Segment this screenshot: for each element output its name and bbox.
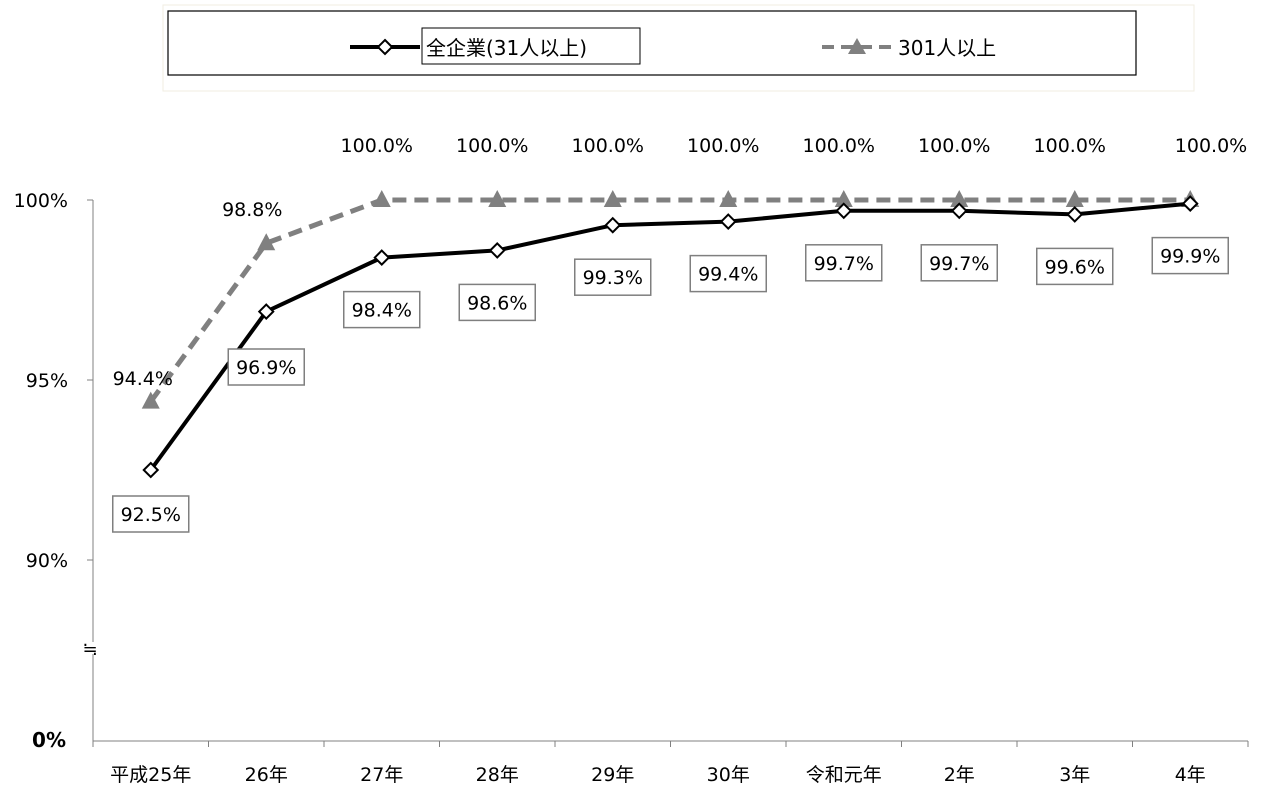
y-tick-label: 100% xyxy=(14,190,68,212)
series-line-301 xyxy=(148,197,1191,404)
point-301 xyxy=(257,233,276,251)
data-label-all-companies: 99.7% xyxy=(814,253,874,275)
data-label-box-all-companies xyxy=(805,244,883,282)
data-label-301: 100.0% xyxy=(1175,135,1247,157)
legend-marker-series-1 xyxy=(376,38,394,56)
x-tick-label: 2年 xyxy=(944,764,975,785)
data-label-box-all-companies xyxy=(574,258,652,296)
data-label-301: 100.0% xyxy=(918,135,990,157)
axis-break-mark: ≒ xyxy=(82,639,97,660)
point-all-companies xyxy=(373,249,391,267)
x-tick-label: 平成25年 xyxy=(110,764,191,785)
legend-marker-series-2 xyxy=(848,38,866,54)
data-label-box-all-companies xyxy=(343,290,421,329)
point-all-companies xyxy=(835,202,853,220)
data-label-box-all-companies xyxy=(227,348,305,386)
axes: 100% 95% 90% ≒ 0% 平成25年 26年 27年 28年 29年 30年 令和元年 2年 3… xyxy=(14,190,1249,786)
point-301 xyxy=(1065,190,1084,207)
data-label-all-companies: 99.3% xyxy=(583,267,643,289)
data-label-box-all-companies xyxy=(112,495,190,533)
data-label-box-all-companies xyxy=(920,244,998,282)
data-label-all-companies: 92.5% xyxy=(121,504,181,526)
data-label-all-companies: 96.9% xyxy=(236,357,296,379)
point-all-companies xyxy=(1181,195,1199,213)
series-line-all-companies xyxy=(149,201,1191,472)
point-301 xyxy=(950,190,969,207)
legend: 全企業(31人以上) 301人以上 xyxy=(162,4,1195,92)
data-label-301: 100.0% xyxy=(1034,135,1106,157)
legend-label-series-2: 301人以上 xyxy=(898,36,996,60)
point-301 xyxy=(141,391,160,409)
point-all-companies xyxy=(1066,205,1084,223)
point-all-companies xyxy=(719,213,737,231)
legend-outer-frame xyxy=(162,4,1195,92)
data-label-all-companies: 99.7% xyxy=(929,253,989,275)
axis-break-gap xyxy=(84,642,100,654)
y-origin-label: 0% xyxy=(32,728,66,752)
data-label-301: 94.4% xyxy=(113,368,173,390)
series-lines xyxy=(141,190,1200,479)
data-label-box-all-companies xyxy=(458,283,536,322)
x-tick-label: 4年 xyxy=(1175,764,1206,785)
data-label-all-companies: 98.6% xyxy=(467,292,527,314)
data-label-301: 100.0% xyxy=(803,135,875,157)
x-tick-label: 27年 xyxy=(360,764,403,785)
data-label-301: 100.0% xyxy=(687,135,759,157)
legend-label-series-1: 全企業(31人以上) xyxy=(426,36,587,60)
point-301 xyxy=(834,190,853,207)
data-label-301: 100.0% xyxy=(456,135,528,157)
x-tick-label: 28年 xyxy=(476,764,519,785)
data-label-301: 100.0% xyxy=(572,135,644,157)
y-tick-label: 90% xyxy=(26,550,68,572)
point-all-companies xyxy=(488,241,506,259)
data-label-all-companies: 99.9% xyxy=(1160,246,1220,268)
data-labels: 94.4% 98.8% 100.0% 100.0% 100.0% 100.0% 100.0%… xyxy=(112,135,1247,533)
data-label-301: 100.0% xyxy=(341,135,413,157)
x-tick-label: 26年 xyxy=(245,764,288,785)
point-301 xyxy=(719,190,738,207)
point-all-companies xyxy=(142,461,160,479)
point-301 xyxy=(603,190,622,207)
y-tick-label: 95% xyxy=(26,370,68,392)
x-tick-label: 3年 xyxy=(1059,764,1090,785)
x-tick-label: 令和元年 xyxy=(806,764,882,785)
data-label-all-companies: 99.6% xyxy=(1045,256,1105,278)
data-label-box-all-companies xyxy=(1036,247,1114,286)
legend-box xyxy=(167,10,1137,76)
point-301 xyxy=(372,190,391,207)
data-label-box-all-companies xyxy=(1151,236,1229,275)
x-tick-label: 29年 xyxy=(591,764,634,785)
point-all-companies xyxy=(950,202,968,220)
legend-label-box-series-1 xyxy=(421,27,641,65)
data-label-all-companies: 99.4% xyxy=(698,264,758,286)
x-tick-label: 30年 xyxy=(707,764,750,785)
point-301 xyxy=(488,190,507,207)
data-label-all-companies: 98.4% xyxy=(352,300,412,322)
point-all-companies xyxy=(604,216,622,234)
point-all-companies xyxy=(257,303,275,321)
data-label-301: 98.8% xyxy=(222,199,282,221)
data-label-box-all-companies xyxy=(689,254,767,293)
